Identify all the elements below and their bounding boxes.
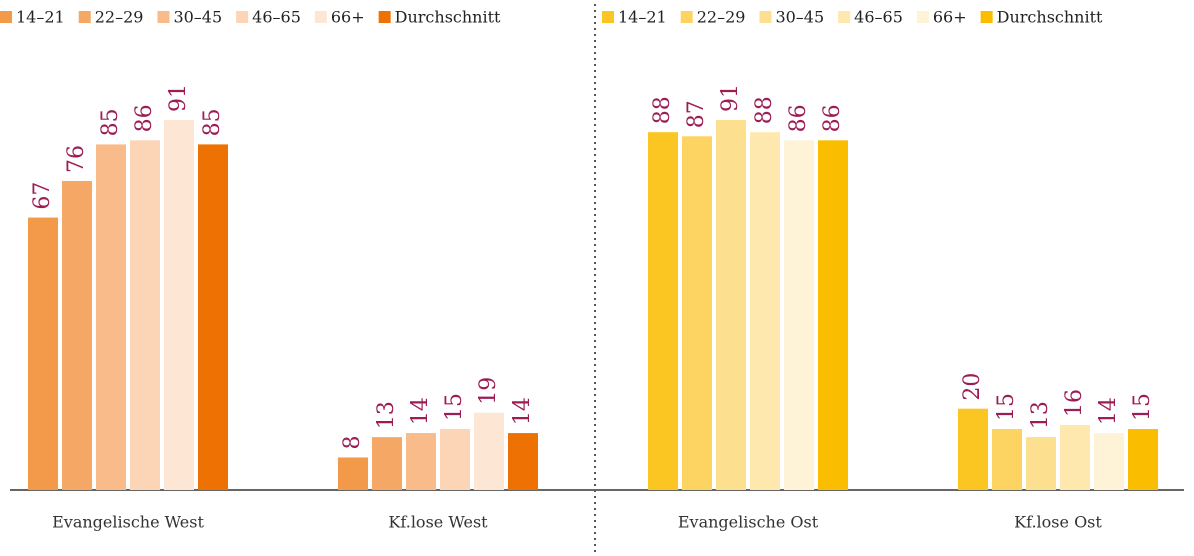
bar — [958, 408, 988, 490]
value-label: 85 — [98, 108, 123, 136]
category-label: Kf.lose West — [388, 513, 488, 532]
category-label: Evangelische Ost — [678, 513, 819, 532]
value-label: 91 — [166, 84, 191, 112]
bar — [992, 429, 1022, 490]
bar — [1094, 433, 1124, 490]
legend-swatch — [980, 11, 993, 23]
bar — [508, 433, 538, 490]
bar — [750, 132, 780, 490]
legend-swatch — [838, 11, 851, 23]
legend-swatch — [157, 11, 170, 23]
value-label: 13 — [374, 401, 399, 429]
legend-label: 66+ — [331, 8, 365, 27]
value-label: 19 — [476, 377, 501, 405]
legend-label: 22–29 — [697, 8, 746, 27]
legend-swatch — [378, 11, 391, 23]
legend-label: Durchschnitt — [395, 8, 501, 27]
bar — [1026, 437, 1056, 490]
bar — [440, 429, 470, 490]
value-label: 15 — [994, 393, 1019, 421]
legend-label: 46–65 — [854, 8, 903, 27]
value-label: 14 — [1096, 397, 1121, 425]
category-label: Kf.lose Ost — [1014, 513, 1102, 532]
legend-swatch — [0, 11, 12, 23]
legend-label: 14–21 — [16, 8, 65, 27]
legend-swatch — [236, 11, 249, 23]
value-label: 87 — [684, 100, 709, 128]
value-label: 13 — [1028, 401, 1053, 429]
bar — [474, 412, 504, 490]
bar — [130, 140, 160, 490]
bar — [28, 217, 58, 490]
value-label: 86 — [820, 104, 845, 132]
legend-label: 30–45 — [173, 8, 222, 27]
legend-swatch — [680, 11, 693, 23]
bar — [648, 132, 678, 490]
value-label: 8 — [340, 435, 365, 449]
legend-swatch — [759, 11, 772, 23]
value-label: 14 — [408, 397, 433, 425]
bar — [1128, 429, 1158, 490]
legend-label: 14–21 — [618, 8, 667, 27]
value-label: 85 — [200, 108, 225, 136]
value-label: 91 — [718, 84, 743, 112]
bar — [96, 144, 126, 490]
bar — [372, 437, 402, 490]
bar — [1060, 424, 1090, 490]
value-label: 15 — [442, 393, 467, 421]
value-label: 86 — [786, 104, 811, 132]
value-label: 67 — [30, 182, 55, 210]
bar — [62, 180, 92, 490]
legend-label: 66+ — [933, 8, 967, 27]
legend-swatch — [916, 11, 929, 23]
legend-label: 46–65 — [252, 8, 301, 27]
value-label: 16 — [1062, 389, 1087, 417]
legend-label: 22–29 — [95, 8, 144, 27]
bar — [716, 119, 746, 490]
bar — [198, 144, 228, 490]
bar — [784, 140, 814, 490]
value-label: 76 — [64, 145, 89, 173]
value-label: 88 — [752, 96, 777, 124]
value-label: 14 — [510, 397, 535, 425]
legend-label: Durchschnitt — [997, 8, 1103, 27]
category-label: Evangelische West — [52, 513, 204, 532]
bar — [818, 140, 848, 490]
bar — [682, 136, 712, 490]
value-label: 20 — [960, 373, 985, 401]
value-label: 86 — [132, 104, 157, 132]
bar — [406, 433, 436, 490]
value-label: 88 — [650, 96, 675, 124]
bar — [164, 119, 194, 490]
legend-label: 30–45 — [775, 8, 824, 27]
value-label: 15 — [1130, 393, 1155, 421]
legend-swatch — [314, 11, 327, 23]
legend-swatch — [78, 11, 91, 23]
bar — [338, 457, 368, 490]
legend-swatch — [602, 11, 614, 23]
